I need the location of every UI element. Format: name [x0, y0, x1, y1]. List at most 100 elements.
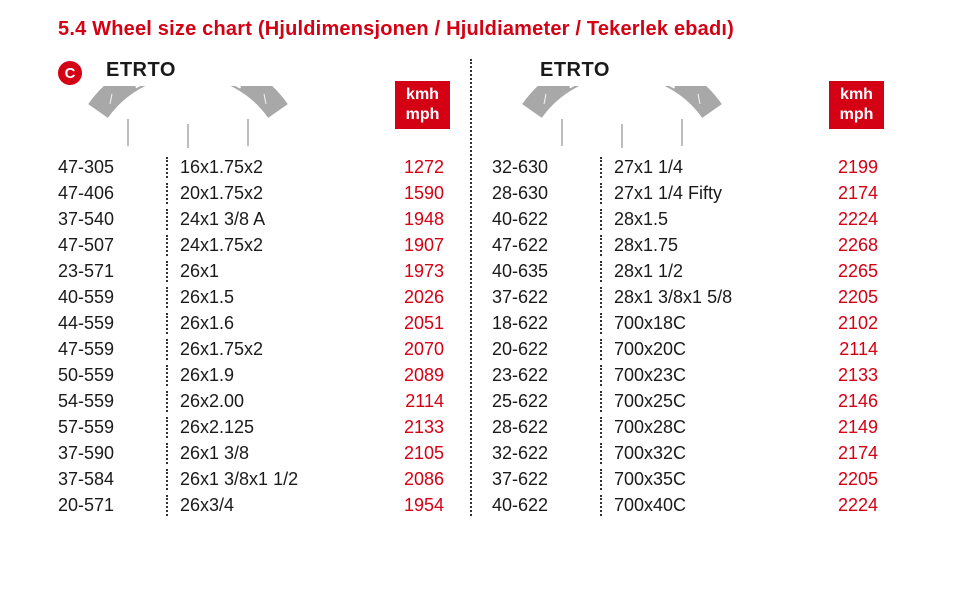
- row-divider: [166, 183, 178, 204]
- row-divider: [166, 365, 178, 386]
- etrto-cell: 40-622: [492, 495, 600, 516]
- etrto-cell: 28-630: [492, 183, 600, 204]
- row-divider: [600, 287, 612, 308]
- etrto-cell: 47-406: [58, 183, 166, 204]
- row-divider: [600, 209, 612, 230]
- value-cell: 2086: [368, 469, 450, 490]
- etrto-cell: 32-622: [492, 443, 600, 464]
- value-cell: 2199: [802, 157, 884, 178]
- etrto-cell: 44-559: [58, 313, 166, 334]
- etrto-cell: 47-305: [58, 157, 166, 178]
- value-cell: 2268: [802, 235, 884, 256]
- row-divider: [600, 313, 612, 334]
- row-divider: [166, 261, 178, 282]
- etrto-cell: 25-622: [492, 391, 600, 412]
- row-divider: [166, 495, 178, 516]
- size-cell: 700x32C: [612, 443, 802, 464]
- size-cell: 700x25C: [612, 391, 802, 412]
- row-divider: [166, 157, 178, 178]
- etrto-cell: 23-571: [58, 261, 166, 282]
- row-divider: [600, 391, 612, 412]
- row-divider: [600, 157, 612, 178]
- right-column-header: ETRTO: [492, 59, 884, 145]
- row-divider: [166, 469, 178, 490]
- size-cell: 28x1.5: [612, 209, 802, 230]
- left-column-header: C ETRTO: [58, 59, 450, 145]
- row-divider: [166, 287, 178, 308]
- value-cell: 2114: [368, 391, 450, 412]
- unit-kmh: kmh: [840, 86, 873, 103]
- size-cell: 700x20C: [612, 339, 802, 360]
- row-divider: [166, 417, 178, 438]
- tire-graphic-right: 16 x 1.75 x 2: [540, 86, 720, 142]
- etrto-cell: 57-559: [58, 417, 166, 438]
- size-cell: 26x1 3/8x1 1/2: [178, 469, 368, 490]
- etrto-cell: 37-622: [492, 287, 600, 308]
- value-cell: 2133: [802, 365, 884, 386]
- size-cell: 24x1.75x2: [178, 235, 368, 256]
- value-cell: 2174: [802, 443, 884, 464]
- value-cell: 2114: [802, 339, 884, 360]
- size-cell: 26x1.9: [178, 365, 368, 386]
- size-cell: 28x1 1/2: [612, 261, 802, 282]
- etrto-cell: 28-622: [492, 417, 600, 438]
- size-cell: 700x23C: [612, 365, 802, 386]
- size-cell: 20x1.75x2: [178, 183, 368, 204]
- unit-badge-left: kmh mph: [395, 81, 450, 129]
- value-cell: 2051: [368, 313, 450, 334]
- value-cell: 1272: [368, 157, 450, 178]
- table-right: 32-63027x1 1/4219928-63027x1 1/4 Fifty21…: [492, 157, 884, 516]
- unit-kmh: kmh: [406, 86, 439, 103]
- size-cell: 28x1.75: [612, 235, 802, 256]
- row-divider: [166, 235, 178, 256]
- unit-mph: mph: [840, 106, 874, 123]
- etrto-cell: 50-559: [58, 365, 166, 386]
- value-cell: 2089: [368, 365, 450, 386]
- size-cell: 700x18C: [612, 313, 802, 334]
- value-cell: 1948: [368, 209, 450, 230]
- value-cell: 2105: [368, 443, 450, 464]
- value-cell: 2026: [368, 287, 450, 308]
- value-cell: 2102: [802, 313, 884, 334]
- row-divider: [600, 235, 612, 256]
- column-divider: [470, 59, 472, 516]
- right-column: ETRTO: [492, 59, 904, 516]
- value-cell: 2146: [802, 391, 884, 412]
- value-cell: 2174: [802, 183, 884, 204]
- etrto-cell: 54-559: [58, 391, 166, 412]
- unit-badge-right: kmh mph: [829, 81, 884, 129]
- etrto-cell: 37-540: [58, 209, 166, 230]
- value-cell: 1590: [368, 183, 450, 204]
- etrto-cell: 37-622: [492, 469, 600, 490]
- value-cell: 1954: [368, 495, 450, 516]
- row-divider: [166, 339, 178, 360]
- etrto-header-right: ETRTO: [540, 59, 720, 82]
- value-cell: 2224: [802, 209, 884, 230]
- row-divider: [600, 339, 612, 360]
- tire-graphic-left: 16 x 1.75 x 2: [106, 86, 286, 142]
- size-cell: 700x28C: [612, 417, 802, 438]
- size-cell: 27x1 1/4: [612, 157, 802, 178]
- value-cell: 2149: [802, 417, 884, 438]
- size-cell: 700x40C: [612, 495, 802, 516]
- etrto-cell: 18-622: [492, 313, 600, 334]
- row-divider: [166, 209, 178, 230]
- value-cell: 2224: [802, 495, 884, 516]
- unit-mph: mph: [406, 106, 440, 123]
- row-divider: [600, 183, 612, 204]
- row-divider: [166, 391, 178, 412]
- row-divider: [600, 443, 612, 464]
- size-cell: 26x1.75x2: [178, 339, 368, 360]
- etrto-cell: 37-590: [58, 443, 166, 464]
- row-divider: [600, 495, 612, 516]
- size-cell: 16x1.75x2: [178, 157, 368, 178]
- row-divider: [166, 443, 178, 464]
- section-title: 5.4 Wheel size chart (Hjuldimensjonen / …: [58, 18, 904, 41]
- left-column: C ETRTO: [58, 59, 470, 516]
- size-cell: 27x1 1/4 Fifty: [612, 183, 802, 204]
- value-cell: 2133: [368, 417, 450, 438]
- value-cell: 1973: [368, 261, 450, 282]
- value-cell: 1907: [368, 235, 450, 256]
- table-left: 47-305 16x1.75x21272 47-406 20x1.75x21590 37…: [58, 157, 450, 516]
- chart-columns: C ETRTO: [58, 59, 904, 516]
